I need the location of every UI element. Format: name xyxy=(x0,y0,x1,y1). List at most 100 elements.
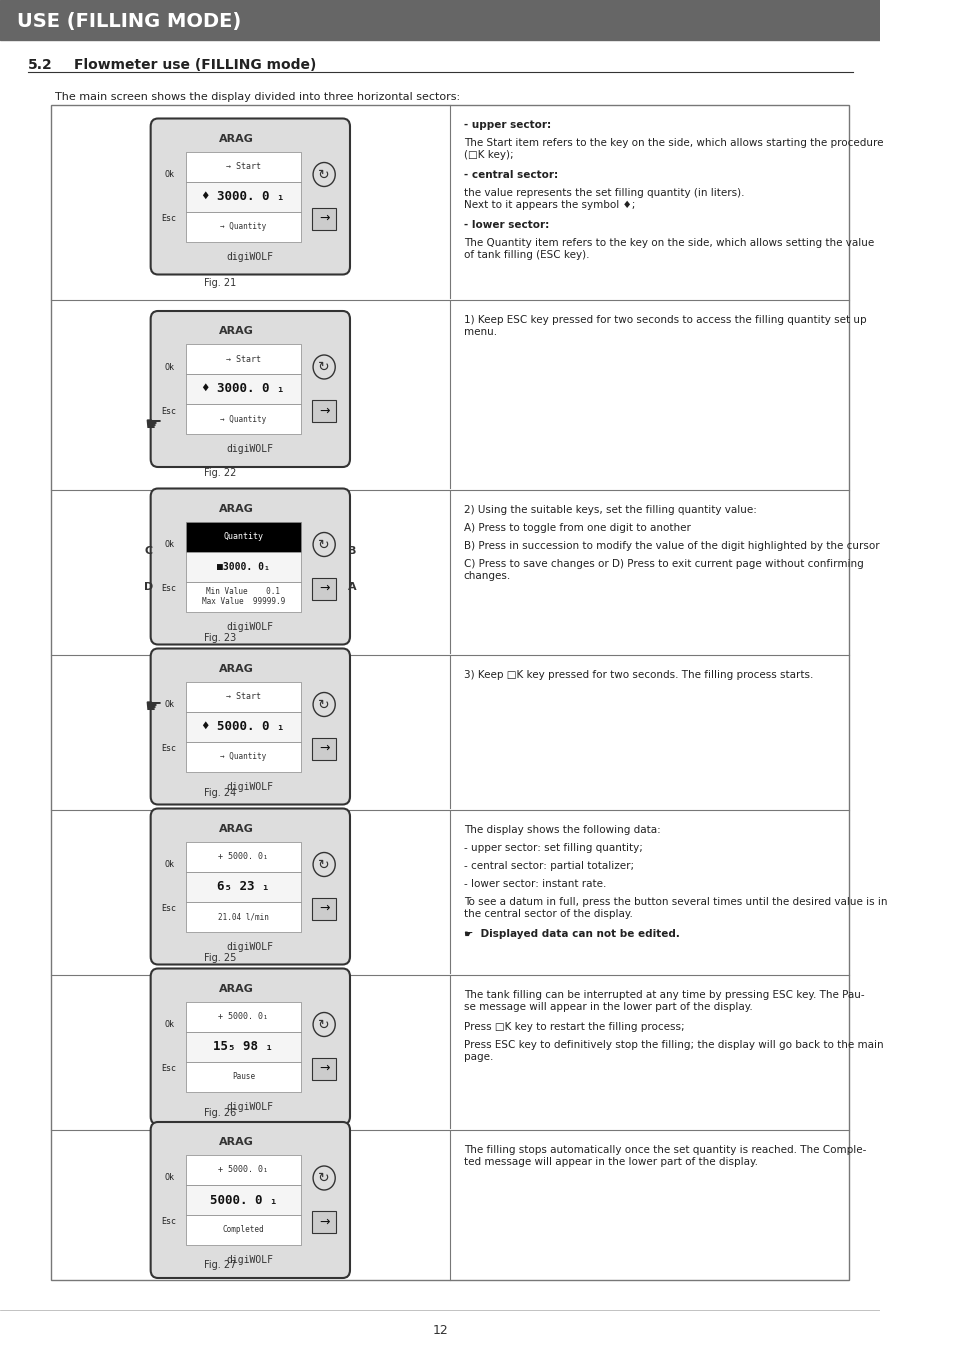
Text: - lower sector:: - lower sector: xyxy=(463,220,548,230)
FancyBboxPatch shape xyxy=(186,582,301,612)
FancyBboxPatch shape xyxy=(186,902,301,932)
Text: ARAG: ARAG xyxy=(219,1137,253,1148)
Text: ☛: ☛ xyxy=(145,414,162,433)
Text: →: → xyxy=(318,743,329,755)
FancyBboxPatch shape xyxy=(151,968,350,1125)
Text: The Quantity item refers to the key on the side, which allows setting the value
: The Quantity item refers to the key on t… xyxy=(463,238,873,259)
FancyBboxPatch shape xyxy=(312,1211,335,1233)
Text: the value represents the set filling quantity (in liters).
Next to it appears th: the value represents the set filling qua… xyxy=(463,188,743,209)
Text: - upper sector: set filling quantity;: - upper sector: set filling quantity; xyxy=(463,842,642,853)
Text: Flowmeter use (FILLING mode): Flowmeter use (FILLING mode) xyxy=(73,58,315,72)
FancyBboxPatch shape xyxy=(312,578,335,599)
Text: ↻: ↻ xyxy=(318,167,330,181)
Text: Fig. 25: Fig. 25 xyxy=(204,953,236,963)
Text: The filling stops automatically once the set quantity is reached. The Comple-
te: The filling stops automatically once the… xyxy=(463,1145,865,1166)
Text: - lower sector: instant rate.: - lower sector: instant rate. xyxy=(463,879,605,890)
FancyBboxPatch shape xyxy=(151,310,350,467)
Text: digiWOLF: digiWOLF xyxy=(227,621,274,632)
Text: ARAG: ARAG xyxy=(219,504,253,513)
FancyBboxPatch shape xyxy=(186,1185,301,1215)
Text: → Quantity: → Quantity xyxy=(220,752,266,761)
Text: → Start: → Start xyxy=(226,355,260,363)
Text: A: A xyxy=(347,582,355,591)
FancyBboxPatch shape xyxy=(186,151,301,181)
Text: Completed: Completed xyxy=(222,1226,264,1234)
FancyBboxPatch shape xyxy=(151,489,350,644)
Bar xyxy=(51,105,848,1280)
FancyBboxPatch shape xyxy=(186,344,301,374)
Text: - central sector: partial totalizer;: - central sector: partial totalizer; xyxy=(463,861,633,871)
Text: B: B xyxy=(347,547,355,556)
Circle shape xyxy=(313,1012,335,1037)
Text: C: C xyxy=(145,547,152,556)
Text: Ok: Ok xyxy=(164,860,174,869)
FancyBboxPatch shape xyxy=(186,181,301,212)
Text: 3) Keep □K key pressed for two seconds. The filling process starts.: 3) Keep □K key pressed for two seconds. … xyxy=(463,670,812,680)
FancyBboxPatch shape xyxy=(151,119,350,274)
Text: + 5000. 0₁: + 5000. 0₁ xyxy=(218,1165,268,1174)
Text: ARAG: ARAG xyxy=(219,984,253,994)
FancyBboxPatch shape xyxy=(186,841,301,872)
Text: Esc: Esc xyxy=(161,1218,176,1227)
Text: →: → xyxy=(318,582,329,595)
Text: Fig. 21: Fig. 21 xyxy=(204,278,236,288)
FancyBboxPatch shape xyxy=(312,898,335,919)
FancyBboxPatch shape xyxy=(186,404,301,433)
Text: The tank filling can be interrupted at any time by pressing ESC key. The Pau-
se: The tank filling can be interrupted at a… xyxy=(463,990,863,1011)
Circle shape xyxy=(313,355,335,379)
FancyBboxPatch shape xyxy=(186,1031,301,1061)
Text: ♦ 3000. 0 ₁: ♦ 3000. 0 ₁ xyxy=(202,190,284,202)
FancyBboxPatch shape xyxy=(186,872,301,902)
FancyBboxPatch shape xyxy=(312,1057,335,1080)
Text: →: → xyxy=(318,902,329,915)
Text: ARAG: ARAG xyxy=(219,134,253,143)
Circle shape xyxy=(313,852,335,876)
Text: ♦ 5000. 0 ₁: ♦ 5000. 0 ₁ xyxy=(202,720,284,733)
Text: Esc: Esc xyxy=(161,585,176,593)
Circle shape xyxy=(313,693,335,717)
Text: digiWOLF: digiWOLF xyxy=(227,1256,274,1265)
Text: Ok: Ok xyxy=(164,363,174,371)
FancyBboxPatch shape xyxy=(151,1122,350,1278)
Circle shape xyxy=(313,162,335,186)
Text: 12: 12 xyxy=(432,1323,448,1336)
Text: Esc: Esc xyxy=(161,215,176,223)
Text: USE (FILLING MODE): USE (FILLING MODE) xyxy=(16,12,240,31)
FancyBboxPatch shape xyxy=(312,400,335,423)
Text: ARAG: ARAG xyxy=(219,824,253,833)
Circle shape xyxy=(313,532,335,556)
Text: 21.04 l/min: 21.04 l/min xyxy=(217,913,269,921)
FancyBboxPatch shape xyxy=(186,212,301,242)
Text: C) Press to save changes or D) Press to exit current page without confirming
cha: C) Press to save changes or D) Press to … xyxy=(463,559,862,580)
Text: Press □K key to restart the filling process;: Press □K key to restart the filling proc… xyxy=(463,1022,683,1031)
Text: ↻: ↻ xyxy=(318,1018,330,1031)
Text: B) Press in succession to modify the value of the digit highlighted by the curso: B) Press in succession to modify the val… xyxy=(463,541,879,551)
FancyBboxPatch shape xyxy=(312,208,335,230)
FancyBboxPatch shape xyxy=(151,809,350,964)
Text: digiWOLF: digiWOLF xyxy=(227,782,274,791)
Text: To see a datum in full, press the button several times until the desired value i: To see a datum in full, press the button… xyxy=(463,896,886,918)
Text: Ok: Ok xyxy=(164,1173,174,1183)
Text: →: → xyxy=(318,405,329,417)
Text: Esc: Esc xyxy=(161,1064,176,1073)
FancyBboxPatch shape xyxy=(151,648,350,805)
Text: D: D xyxy=(144,582,153,591)
Text: Ok: Ok xyxy=(164,701,174,709)
Text: The Start item refers to the key on the side, which allows starting the procedur: The Start item refers to the key on the … xyxy=(463,138,882,159)
Text: Ok: Ok xyxy=(164,170,174,180)
Text: 1) Keep ESC key pressed for two seconds to access the filling quantity set up
me: 1) Keep ESC key pressed for two seconds … xyxy=(463,315,865,336)
Text: digiWOLF: digiWOLF xyxy=(227,251,274,262)
FancyBboxPatch shape xyxy=(186,1215,301,1245)
Text: Esc: Esc xyxy=(161,744,176,753)
FancyBboxPatch shape xyxy=(186,1061,301,1092)
Text: ↻: ↻ xyxy=(318,698,330,711)
Text: digiWOLF: digiWOLF xyxy=(227,941,274,952)
Text: ↻: ↻ xyxy=(318,537,330,552)
Text: - upper sector:: - upper sector: xyxy=(463,120,550,130)
Text: ☛: ☛ xyxy=(145,697,162,716)
Text: + 5000. 0₁: + 5000. 0₁ xyxy=(218,852,268,861)
Text: Fig. 23: Fig. 23 xyxy=(204,633,236,643)
Bar xyxy=(0,0,880,40)
Text: → Quantity: → Quantity xyxy=(220,414,266,424)
Text: ARAG: ARAG xyxy=(219,663,253,674)
